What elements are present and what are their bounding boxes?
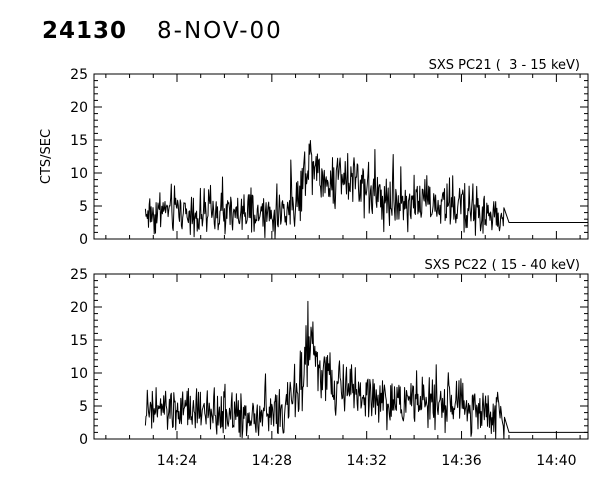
panel-title: SXS PC22 ( 15 - 40 keV) [424,258,580,273]
y-tick-label: 10 [70,166,88,182]
y-axis-label: CTS/SEC [39,129,54,184]
y-tick-label: 10 [70,366,88,382]
y-tick-label: 0 [79,432,88,448]
plot-frame [93,73,589,240]
x-tick-label: 14:32 [347,453,387,469]
plot-header: 24130 8-NOV-00 [42,18,283,48]
x-tick-label: 14:24 [157,453,197,469]
y-tick-label: 15 [70,333,88,349]
y-tick-label: 5 [79,199,88,215]
observation-date: 8-NOV-00 [157,18,283,44]
y-tick-label: 20 [70,300,88,316]
count-rate-line [144,300,588,440]
orbit-number: 24130 [42,18,128,44]
y-tick-label: 25 [70,67,88,83]
panel-1: 0 5 10 15 20 25 SXS PC21 ( 3 - 15 keV) CTS/SEC [39,58,589,248]
x-tick-label: 14:28 [252,453,292,469]
x-tick-label: 14:40 [536,453,576,469]
plot-frame [93,273,589,440]
y-tick-label: 15 [70,133,88,149]
y-tick-label: 5 [79,399,88,415]
y-tick-label: 20 [70,100,88,116]
y-tick-label: 25 [70,267,88,283]
panel-title: SXS PC21 ( 3 - 15 keV) [429,58,580,73]
x-tick-label: 14:36 [441,453,481,469]
y-tick-label: 0 [79,232,88,248]
count-rate-line [144,140,588,240]
panel-2: 0 5 10 15 20 25 14:24 14:28 14:32 14:36 14:40 SXS P… [70,258,589,469]
